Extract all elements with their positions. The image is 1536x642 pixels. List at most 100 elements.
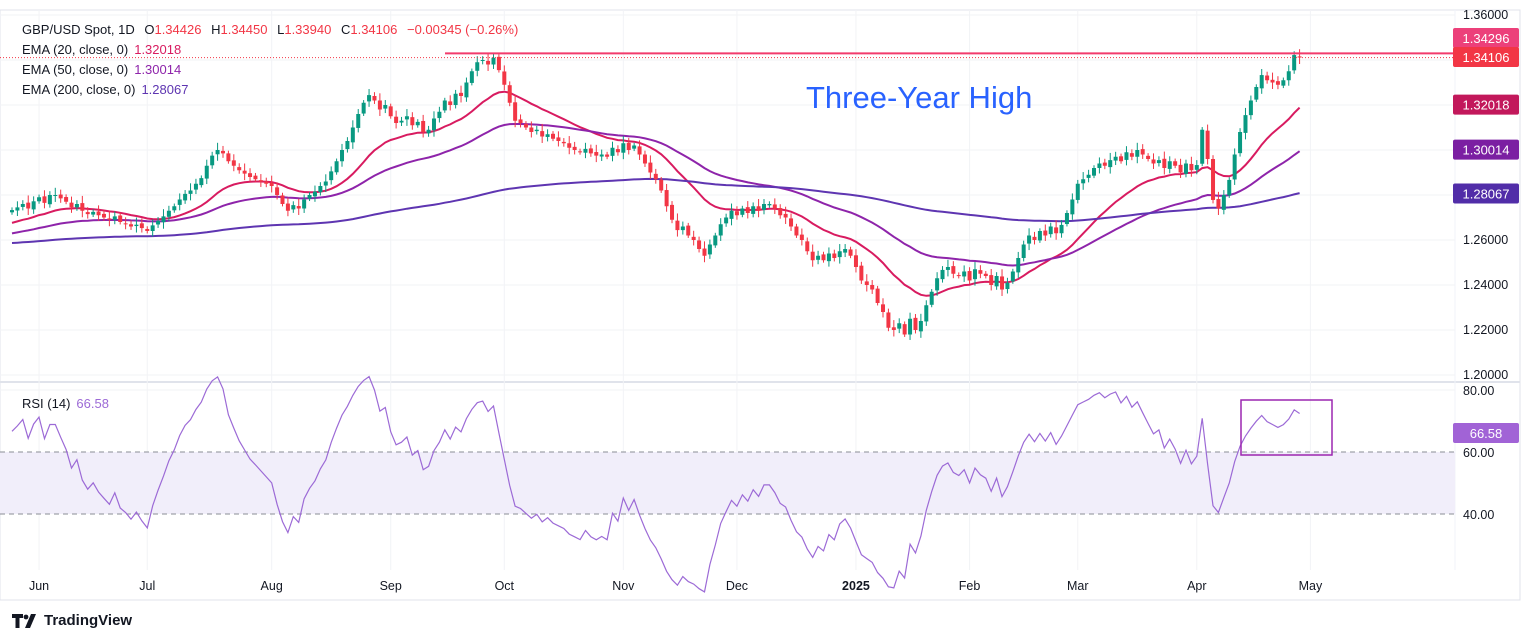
candle-body: [1248, 100, 1253, 116]
candle-body: [161, 216, 166, 223]
candle-body: [372, 96, 377, 101]
candle-body: [778, 208, 783, 216]
candle-body: [918, 321, 923, 332]
candle-body: [621, 143, 626, 153]
candle-body: [513, 102, 518, 121]
candle-body: [1108, 160, 1113, 168]
candle-body: [740, 208, 745, 215]
candle-body: [799, 234, 804, 240]
candle-body: [1211, 159, 1216, 200]
candle-body: [188, 190, 193, 194]
candle-body: [367, 95, 372, 102]
candle-body: [826, 253, 831, 262]
candle-body: [1162, 158, 1167, 168]
ema200-label: EMA (200, close, 0): [22, 82, 136, 97]
candle-body: [707, 244, 712, 255]
candle-body: [334, 161, 339, 173]
candle-body: [118, 215, 123, 222]
last-price-tag-bg: [1453, 47, 1519, 67]
candle-body: [1075, 183, 1080, 200]
y-tick-label: 1.24000: [1463, 278, 1508, 292]
candle-body: [724, 217, 729, 224]
candle-body: [415, 121, 420, 126]
candle-body: [237, 167, 242, 171]
candle-body: [1070, 199, 1075, 215]
candle-body: [459, 92, 464, 96]
candle-body: [1216, 199, 1221, 209]
candle-body: [578, 151, 583, 153]
ema200-value: 1.28067: [141, 82, 189, 97]
x-tick-label: Mar: [1067, 579, 1089, 593]
candle-body: [258, 180, 263, 182]
rsi-value-tag: 66.58: [1470, 426, 1503, 441]
candle-body: [783, 213, 788, 218]
candle-body: [772, 204, 777, 209]
candle-body: [540, 131, 545, 137]
candle-body: [1124, 152, 1129, 160]
candle-body: [567, 143, 572, 148]
tradingview-logo[interactable]: TradingView: [12, 612, 132, 629]
candle-body: [1102, 162, 1107, 166]
candle-body: [469, 71, 474, 83]
candle-body: [26, 202, 31, 209]
candle-body: [356, 114, 361, 128]
candle-body: [967, 271, 972, 281]
candle-body: [139, 223, 144, 229]
candle-body: [588, 148, 593, 154]
candle-body: [561, 141, 566, 144]
last-price-tag: 1.34106: [1463, 50, 1510, 65]
high-label: H: [211, 22, 221, 37]
candle-body: [1221, 195, 1226, 210]
candle-body: [1286, 71, 1291, 81]
candle-body: [1081, 179, 1086, 184]
candle-body: [713, 235, 718, 246]
candle-body: [383, 105, 388, 109]
candle-body: [983, 273, 988, 276]
candle-body: [902, 324, 907, 335]
candle-body: [394, 116, 399, 123]
candle-body: [659, 179, 664, 191]
ema20-label: EMA (20, close, 0): [22, 42, 129, 57]
candle-body: [410, 117, 415, 126]
x-tick-label: Feb: [959, 579, 981, 593]
candle-body: [1167, 161, 1172, 169]
y-tick-label: 1.26000: [1463, 233, 1508, 247]
candle-body: [1048, 226, 1053, 235]
x-tick-label: Sep: [380, 579, 402, 593]
resistance-price-tag-bg: [1453, 28, 1519, 48]
candle-body: [843, 249, 848, 253]
candle-body: [1243, 115, 1248, 133]
candle-body: [680, 226, 685, 231]
candle-body: [935, 278, 940, 291]
candle-body: [220, 150, 225, 154]
candle-body: [989, 275, 994, 285]
candle-body: [1032, 236, 1037, 240]
rsi-label: RSI (14): [22, 396, 71, 411]
candle-body: [150, 225, 155, 231]
rsi-value: 66.58: [76, 396, 109, 411]
candle-body: [1129, 153, 1134, 157]
candle-body: [697, 240, 702, 249]
candle-body: [1005, 282, 1010, 290]
rsi-value-tag-bg: [1453, 423, 1519, 443]
y-tick-label: 1.22000: [1463, 323, 1508, 337]
rsi-line: [11, 375, 1300, 593]
candle-body: [329, 171, 334, 181]
candle-body: [1265, 75, 1270, 81]
candle-body: [648, 162, 653, 173]
candle-body: [177, 199, 182, 205]
close-label: C: [340, 22, 351, 37]
candle-body: [69, 202, 74, 208]
candle-body: [1297, 56, 1302, 58]
y-tick-label: 1.20000: [1463, 368, 1508, 382]
candle-body: [675, 220, 680, 231]
candle-body: [58, 194, 63, 199]
candle-body: [1183, 163, 1188, 174]
candle-body: [74, 204, 79, 208]
ohlc-legend: GBP/USD Spot, 1D O1.34426 H1.34450 L1.33…: [22, 22, 518, 37]
candle-body: [848, 249, 853, 256]
candle-body: [972, 269, 977, 280]
candle-body: [502, 71, 507, 85]
chart-frame: [0, 9, 1521, 601]
